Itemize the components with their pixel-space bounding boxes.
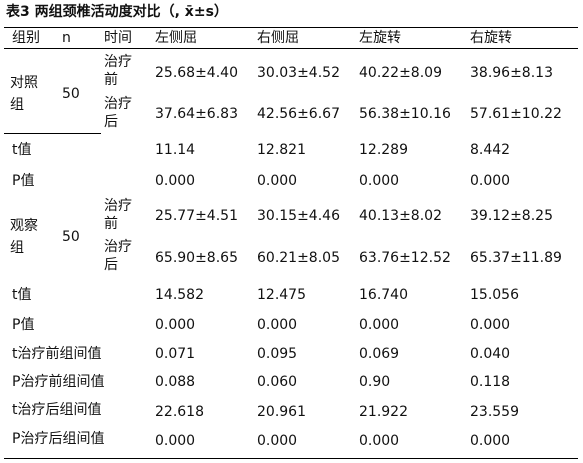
- time-label: 治疗前: [104, 54, 132, 88]
- table-cell: 42.56±6.67: [257, 106, 340, 122]
- table-cell: 37.64±6.83: [155, 106, 238, 122]
- table-cell: 0.000: [470, 433, 511, 449]
- table-cell: 0.000: [155, 173, 196, 189]
- table-cell: 21.922: [359, 404, 408, 420]
- group-n-control: 50: [62, 86, 80, 102]
- table-cell: 0.000: [257, 433, 298, 449]
- table-cell: 0.088: [155, 374, 196, 390]
- table-cell: 14.582: [155, 287, 204, 303]
- table-cell: 12.289: [359, 142, 408, 158]
- table-cell: 63.76±12.52: [359, 250, 451, 266]
- row-label-p: P值: [12, 317, 35, 333]
- table-cell: 0.069: [359, 346, 400, 362]
- table-cell: 0.040: [470, 346, 511, 362]
- table-cell: 30.15±4.46: [257, 208, 340, 224]
- table-cell: 0.118: [470, 374, 511, 390]
- data-table: 组别 n 时间 左侧屈 右侧屈 左旋转 右旋转 对照组 50 治疗前 25.68…: [4, 27, 578, 459]
- table-cell: 22.618: [155, 404, 204, 420]
- header-left-rotation: 左旋转: [359, 30, 401, 46]
- group-divider: [4, 133, 101, 134]
- table-cell: 0.000: [359, 433, 400, 449]
- table-cell: 65.90±8.65: [155, 250, 238, 266]
- row-label-between: t治疗后组间值: [12, 402, 102, 418]
- header-left-flexion: 左侧屈: [155, 30, 197, 46]
- table-cell: 38.96±8.13: [470, 65, 553, 81]
- table-cell: 0.000: [257, 317, 298, 333]
- row-label-between: P治疗后组间值: [12, 431, 105, 447]
- table-cell: 60.21±8.05: [257, 250, 340, 266]
- table-cell: 0.000: [155, 317, 196, 333]
- table-cell: 12.821: [257, 142, 306, 158]
- group-n-observation: 50: [62, 229, 80, 245]
- table-cell: 56.38±10.16: [359, 106, 451, 122]
- time-label: 治疗前: [104, 198, 132, 232]
- row-label-t: t值: [12, 142, 32, 158]
- table-cell: 12.475: [257, 287, 306, 303]
- table-cell: 0.000: [470, 173, 511, 189]
- table-cell: 40.22±8.09: [359, 65, 442, 81]
- table-cell: 0.000: [257, 173, 298, 189]
- table-cell: 25.77±4.51: [155, 208, 238, 224]
- table-cell: 30.03±4.52: [257, 65, 340, 81]
- table-cell: 8.442: [470, 142, 511, 158]
- table-cell: 25.68±4.40: [155, 65, 238, 81]
- header-right-flexion: 右侧屈: [257, 30, 299, 46]
- header-n: n: [62, 30, 71, 46]
- table-cell: 23.559: [470, 404, 519, 420]
- table-cell: 0.000: [155, 433, 196, 449]
- group-label-observation: 观察组: [10, 218, 38, 256]
- row-label-t: t值: [12, 287, 32, 303]
- table-cell: 57.61±10.22: [470, 106, 562, 122]
- header-divider: [4, 48, 578, 49]
- table-cell: 0.095: [257, 346, 298, 362]
- table-cell: 0.90: [359, 374, 391, 390]
- table-cell: 65.37±11.89: [470, 250, 562, 266]
- table-cell: 0.060: [257, 374, 298, 390]
- table-caption: 表3 两组颈椎活动度对比（, x̄±s）: [6, 4, 228, 20]
- table-cell: 11.14: [155, 142, 196, 158]
- table-cell: 20.961: [257, 404, 306, 420]
- row-label-between: t治疗前组间值: [12, 346, 102, 362]
- table-cell: 40.13±8.02: [359, 208, 442, 224]
- table-cell: 0.000: [359, 173, 400, 189]
- table-cell: 0.000: [470, 317, 511, 333]
- row-label-p: P值: [12, 173, 35, 189]
- group-label-control: 对照组: [10, 75, 38, 113]
- table-cell: 16.740: [359, 287, 408, 303]
- row-label-between: P治疗前组间值: [12, 374, 105, 390]
- time-label: 治疗后: [104, 96, 132, 130]
- table-cell: 0.071: [155, 346, 196, 362]
- header-time: 时间: [104, 30, 132, 46]
- time-label: 治疗后: [104, 239, 132, 273]
- table-cell: 0.000: [359, 317, 400, 333]
- table-cell: 15.056: [470, 287, 519, 303]
- table-cell: 39.12±8.25: [470, 208, 553, 224]
- header-right-rotation: 右旋转: [470, 30, 512, 46]
- header-group: 组别: [12, 30, 40, 46]
